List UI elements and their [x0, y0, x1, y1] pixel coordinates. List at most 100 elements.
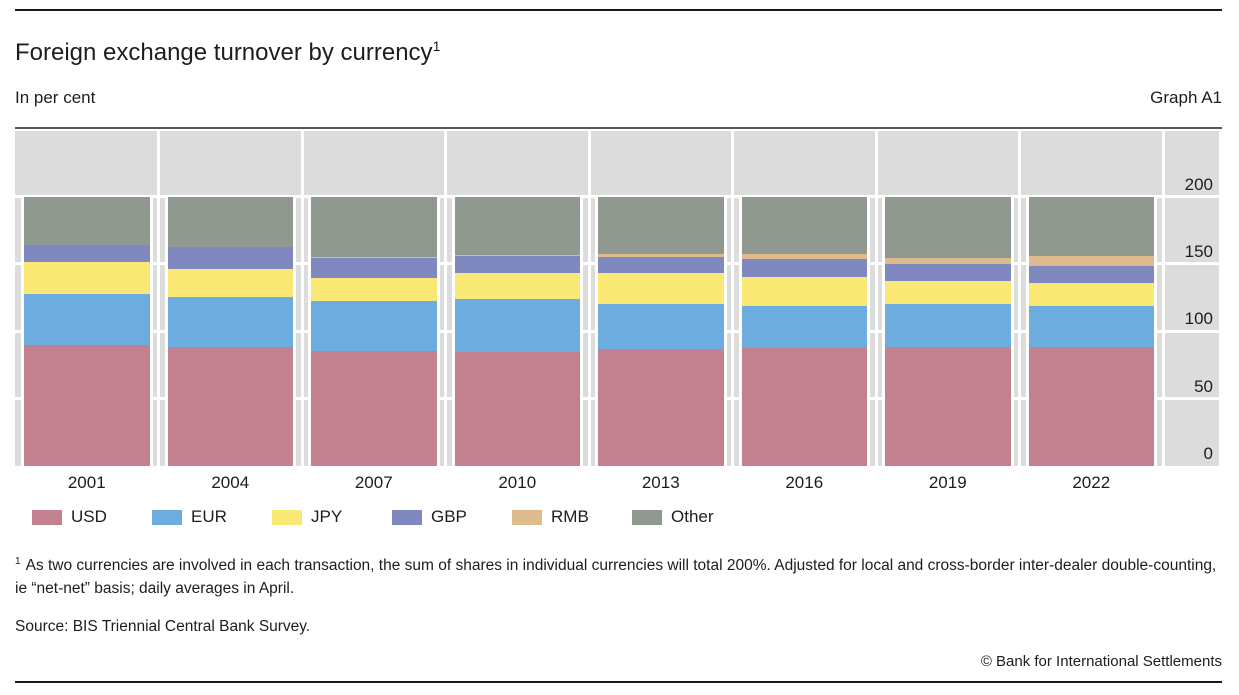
bar-segment-gbp-2022	[1028, 265, 1154, 284]
y-tick-label: 150	[1184, 241, 1213, 261]
gridline-v	[731, 131, 734, 466]
bar-segment-eur-2004	[167, 297, 293, 348]
gridline-v	[300, 131, 304, 466]
legend-item-eur: EUR	[152, 507, 227, 527]
stacked-bar-2019	[882, 196, 1014, 466]
bar-segment-eur-2019	[885, 303, 1011, 348]
bar-segment-jpy-2001	[24, 262, 150, 294]
bar-segment-usd-2022	[1028, 346, 1154, 466]
y-tick-label: 0	[1203, 444, 1213, 463]
legend-swatch-jpy	[272, 509, 302, 525]
bar-segment-eur-2022	[1028, 305, 1154, 347]
bar-segment-other-2016	[741, 196, 867, 254]
bar-segment-gbp-2013	[598, 256, 724, 273]
bar-segment-eur-2001	[24, 293, 150, 345]
x-tick-label: 2013	[641, 473, 680, 492]
gridline-v	[1161, 131, 1165, 466]
x-tick-label: 2016	[785, 473, 824, 492]
bar-segment-jpy-2022	[1028, 283, 1154, 306]
x-tick-label: 2010	[498, 473, 537, 492]
bar-segment-other-2013	[598, 196, 724, 254]
title-footnote-marker: 1	[432, 38, 441, 54]
x-axis-labels: 2001 2004 2007 2010 2013 2016 2019 2022	[15, 473, 1219, 495]
bar-segment-eur-2007	[311, 300, 437, 351]
bar-segment-rmb-2010	[454, 254, 580, 257]
bar-segment-usd-2010	[454, 351, 580, 466]
stacked-bar-2007	[308, 196, 440, 466]
x-tick-label: 2019	[928, 473, 967, 492]
bar-segment-usd-2013	[598, 348, 724, 466]
y-tick-label: 50	[1194, 376, 1213, 396]
chart-title-text: Foreign exchange turnover by currency	[15, 39, 433, 66]
bar-segment-jpy-2016	[741, 276, 867, 306]
bar-segment-gbp-2007	[311, 257, 437, 278]
bar-segment-gbp-2010	[454, 256, 580, 274]
legend-swatch-eur	[152, 509, 182, 525]
unit-label: In per cent	[15, 88, 96, 107]
legend-label-jpy: JPY	[311, 507, 343, 526]
stacked-bar-2022	[1025, 196, 1157, 466]
stacked-bar-2010	[451, 196, 583, 466]
bar-segment-rmb-2019	[885, 257, 1011, 264]
bar-segment-other-2010	[454, 196, 580, 255]
legend-label-usd: USD	[71, 507, 107, 526]
source-line: Source: BIS Triennial Central Bank Surve…	[15, 618, 311, 635]
copyright-line: © Bank for International Settlements	[980, 653, 1222, 670]
gridline-v	[444, 131, 447, 466]
bar-segment-other-2019	[885, 196, 1011, 258]
bar-segment-gbp-2004	[167, 246, 293, 270]
gridline-v	[874, 131, 878, 466]
gridline-h	[15, 195, 1219, 198]
footnote-text: As two currencies are involved in each t…	[15, 557, 1217, 598]
bar-segment-usd-2019	[885, 347, 1011, 466]
legend-label-rmb: RMB	[551, 507, 589, 526]
bar-segment-eur-2010	[454, 299, 580, 352]
gridline-v	[587, 131, 591, 466]
bar-segment-gbp-2016	[741, 259, 867, 277]
stacked-bar-2001	[21, 196, 153, 466]
x-tick-label: 2004	[211, 473, 250, 492]
y-tick-label: 100	[1184, 309, 1213, 329]
bar-segment-other-2004	[167, 196, 293, 247]
legend-swatch-rmb	[512, 509, 542, 525]
legend-label-gbp: GBP	[431, 507, 467, 526]
stacked-bar-2013	[595, 196, 727, 466]
x-tick-label: 2007	[354, 473, 393, 492]
graph-number-label: Graph A1	[1150, 88, 1222, 107]
footnote-marker: 1	[15, 556, 21, 567]
bar-segment-other-2007	[311, 196, 437, 257]
stacked-bar-2016	[738, 196, 870, 466]
bar-segment-jpy-2019	[885, 280, 1011, 304]
bar-segment-other-2001	[24, 196, 150, 245]
bar-segment-eur-2013	[598, 303, 724, 349]
legend-item-gbp: GBP	[392, 507, 467, 527]
header-rule	[15, 127, 1222, 129]
bar-segment-eur-2016	[741, 305, 867, 348]
bar-segment-rmb-2016	[741, 253, 867, 260]
legend-item-other: Other	[632, 507, 714, 527]
x-tick-label: 2001	[67, 473, 106, 492]
top-rule	[15, 9, 1222, 11]
chart-title: Foreign exchange turnover by currency1	[15, 31, 440, 68]
legend: USD EUR JPY GBP RMB Other	[15, 507, 1219, 527]
bar-segment-rmb-2007	[311, 256, 437, 258]
bar-segment-usd-2007	[311, 350, 437, 466]
bottom-rule	[15, 681, 1222, 683]
legend-swatch-other	[632, 509, 662, 525]
bar-segment-rmb-2013	[598, 253, 724, 257]
legend-item-rmb: RMB	[512, 507, 589, 527]
bar-segment-gbp-2019	[885, 263, 1011, 281]
footnote: 1 As two currencies are involved in each …	[15, 550, 1222, 600]
legend-item-jpy: JPY	[272, 507, 342, 527]
gridline-v	[1018, 131, 1021, 466]
x-tick-label: 2022	[1072, 473, 1111, 492]
bar-segment-jpy-2010	[454, 273, 580, 300]
bar-segment-jpy-2013	[598, 272, 724, 304]
legend-label-other: Other	[671, 507, 714, 526]
bar-segment-other-2022	[1028, 196, 1154, 257]
bar-segment-rmb-2022	[1028, 256, 1154, 266]
bar-segment-gbp-2001	[24, 244, 150, 263]
bar-segment-jpy-2004	[167, 269, 293, 298]
bar-segment-usd-2004	[167, 347, 293, 466]
